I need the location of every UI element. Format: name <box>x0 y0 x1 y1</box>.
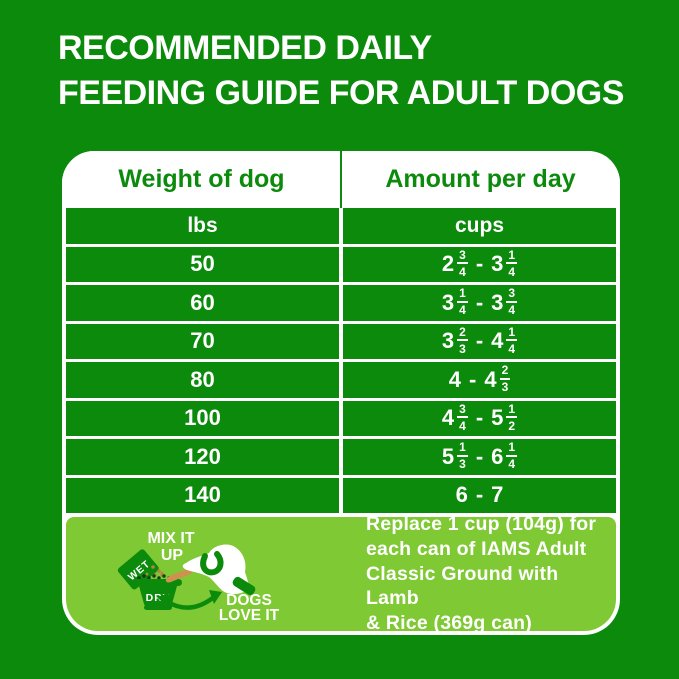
units-row: lbs cups <box>66 208 616 244</box>
amount-cell: 6-7 <box>343 477 616 513</box>
table-header-row: Weight of dog Amount per day <box>62 151 620 208</box>
title-line-2: FEEDING GUIDE FOR ADULT DOGS <box>58 73 624 112</box>
weight-cell: 140 <box>66 477 339 513</box>
note-line-1: Replace 1 cup (104g) for <box>366 517 597 536</box>
dog-ear-icon <box>200 551 224 576</box>
weight-cell: 80 <box>66 362 339 398</box>
page-title: RECOMMENDED DAILY FEEDING GUIDE FOR ADUL… <box>58 26 624 116</box>
dog-tongue-icon <box>165 569 192 583</box>
weight-column-header: Weight of dog <box>118 165 285 193</box>
dog-collar-icon <box>232 576 256 596</box>
feeding-table-card: Weight of dog Amount per day lbs cups 50… <box>62 151 620 635</box>
table-row: 140 6-7 <box>66 477 616 513</box>
weight-cell: 120 <box>66 439 339 475</box>
replacement-note: Replace 1 cup (104g) for each can of IAM… <box>366 517 610 631</box>
amount-column-header: Amount per day <box>385 165 576 193</box>
note-line-2: each can of IAMS Adult <box>366 537 587 560</box>
weight-cell: 50 <box>66 246 339 282</box>
mix-it-up-label-line2: UP <box>161 547 184 564</box>
weight-cell: 100 <box>66 400 339 436</box>
mix-it-up-panel: MIX IT UP WET <box>66 517 616 631</box>
mix-it-up-illustration: MIX IT UP WET <box>117 530 280 624</box>
weight-cell: 70 <box>66 323 339 359</box>
title-line-1: RECOMMENDED DAILY <box>58 29 432 67</box>
dogs-love-it-label-line1: DOGS <box>226 592 272 609</box>
weight-cell: 60 <box>66 285 339 321</box>
swap-arrow-icon <box>157 590 222 610</box>
dogs-love-it-label-line2: LOVE IT <box>219 607 280 624</box>
header-column-divider <box>340 151 342 208</box>
note-line-4: & Rice (369g can) <box>366 612 532 631</box>
mix-it-up-label-line1: MIX IT <box>147 530 194 547</box>
weight-unit-cell: lbs <box>66 208 339 244</box>
amount-unit-cell: cups <box>343 208 616 244</box>
note-line-3: Classic Ground with Lamb <box>366 562 559 610</box>
